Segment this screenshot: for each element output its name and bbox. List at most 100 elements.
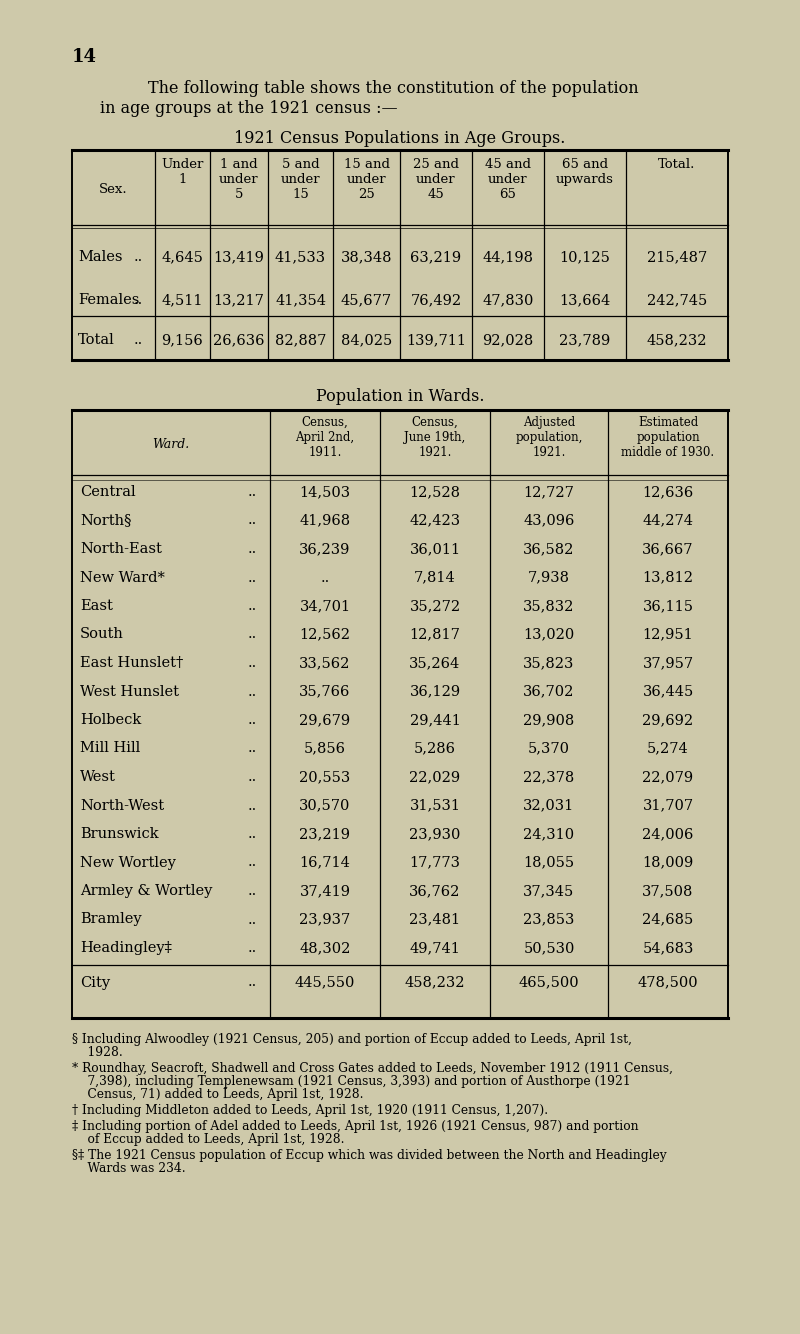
Text: ..: .. — [248, 514, 258, 527]
Text: 76,492: 76,492 — [410, 293, 462, 307]
Text: 18,009: 18,009 — [642, 855, 694, 870]
Text: 36,239: 36,239 — [299, 542, 350, 556]
Text: 32,031: 32,031 — [523, 799, 574, 812]
Text: 35,832: 35,832 — [523, 599, 574, 614]
Text: ..: .. — [248, 770, 258, 784]
Text: 35,272: 35,272 — [410, 599, 461, 614]
Text: 14,503: 14,503 — [299, 486, 350, 499]
Text: 458,232: 458,232 — [646, 334, 707, 347]
Text: 5,370: 5,370 — [528, 742, 570, 755]
Text: 13,020: 13,020 — [523, 627, 574, 642]
Text: 84,025: 84,025 — [341, 334, 392, 347]
Text: North-West: North-West — [80, 799, 164, 812]
Text: ..: .. — [248, 884, 258, 898]
Text: 23,930: 23,930 — [410, 827, 461, 840]
Text: ..: .. — [248, 855, 258, 870]
Text: North-East: North-East — [80, 542, 162, 556]
Text: 20,553: 20,553 — [299, 770, 350, 784]
Text: 5,286: 5,286 — [414, 742, 456, 755]
Text: Central: Central — [80, 486, 136, 499]
Text: 36,011: 36,011 — [410, 542, 461, 556]
Text: 215,487: 215,487 — [647, 249, 707, 264]
Text: Estimated
population
middle of 1930.: Estimated population middle of 1930. — [622, 416, 714, 459]
Text: Females: Females — [78, 293, 139, 307]
Text: 63,219: 63,219 — [410, 249, 462, 264]
Text: 24,310: 24,310 — [523, 827, 574, 840]
Text: 17,773: 17,773 — [410, 855, 461, 870]
Text: West Hunslet: West Hunslet — [80, 684, 179, 699]
Text: † Including Middleton added to Leeds, April 1st, 1920 (1911 Census, 1,207).: † Including Middleton added to Leeds, Ap… — [72, 1105, 548, 1117]
Text: 82,887: 82,887 — [275, 334, 326, 347]
Text: 12,727: 12,727 — [523, 486, 574, 499]
Text: 50,530: 50,530 — [523, 940, 574, 955]
Text: 65 and
upwards: 65 and upwards — [556, 157, 614, 185]
Text: 458,232: 458,232 — [405, 975, 466, 990]
Text: 7,938: 7,938 — [528, 571, 570, 584]
Text: 445,550: 445,550 — [295, 975, 355, 990]
Text: of Eccup added to Leeds, April 1st, 1928.: of Eccup added to Leeds, April 1st, 1928… — [72, 1133, 345, 1146]
Text: ‡ Including portion of Adel added to Leeds, April 1st, 1926 (1921 Census, 987) a: ‡ Including portion of Adel added to Lee… — [72, 1121, 638, 1133]
Text: East Hunslet†: East Hunslet† — [80, 656, 183, 670]
Text: 13,812: 13,812 — [642, 571, 694, 584]
Text: 43,096: 43,096 — [523, 514, 574, 527]
Text: 38,348: 38,348 — [341, 249, 392, 264]
Text: ..: .. — [248, 684, 258, 699]
Text: Total.: Total. — [658, 157, 696, 171]
Text: 12,528: 12,528 — [410, 486, 461, 499]
Text: Armley & Wortley: Armley & Wortley — [80, 884, 212, 898]
Text: ..: .. — [248, 542, 258, 556]
Text: 41,533: 41,533 — [275, 249, 326, 264]
Text: 48,302: 48,302 — [299, 940, 350, 955]
Text: 12,817: 12,817 — [410, 627, 461, 642]
Text: 7,398), including Templenewsam (1921 Census, 3,393) and portion of Austhorpe (19: 7,398), including Templenewsam (1921 Cen… — [72, 1075, 630, 1089]
Text: 36,445: 36,445 — [642, 684, 694, 699]
Text: Ward.: Ward. — [152, 438, 190, 451]
Text: ..: .. — [248, 912, 258, 927]
Text: The following table shows the constitution of the population: The following table shows the constituti… — [148, 80, 638, 97]
Text: 22,029: 22,029 — [410, 770, 461, 784]
Text: 24,006: 24,006 — [642, 827, 694, 840]
Text: 41,354: 41,354 — [275, 293, 326, 307]
Text: 34,701: 34,701 — [299, 599, 350, 614]
Text: * Roundhay, Seacroft, Shadwell and Cross Gates added to Leeds, November 1912 (19: * Roundhay, Seacroft, Shadwell and Cross… — [72, 1062, 673, 1075]
Text: 31,531: 31,531 — [410, 799, 461, 812]
Text: 5,856: 5,856 — [304, 742, 346, 755]
Text: ..: .. — [248, 486, 258, 499]
Text: 45 and
under
65: 45 and under 65 — [485, 157, 531, 201]
Text: 44,274: 44,274 — [642, 514, 694, 527]
Text: 478,500: 478,500 — [638, 975, 698, 990]
Text: 44,198: 44,198 — [482, 249, 534, 264]
Text: Census,
April 2nd,
1911.: Census, April 2nd, 1911. — [295, 416, 354, 459]
Text: 37,345: 37,345 — [523, 884, 574, 898]
Text: 35,766: 35,766 — [299, 684, 350, 699]
Text: 31,707: 31,707 — [642, 799, 694, 812]
Text: 36,667: 36,667 — [642, 542, 694, 556]
Text: 5,274: 5,274 — [647, 742, 689, 755]
Text: Population in Wards.: Population in Wards. — [316, 388, 484, 406]
Text: 45,677: 45,677 — [341, 293, 392, 307]
Text: 33,562: 33,562 — [299, 656, 350, 670]
Text: 47,830: 47,830 — [482, 293, 534, 307]
Text: 22,378: 22,378 — [523, 770, 574, 784]
Text: § Including Alwoodley (1921 Census, 205) and portion of Eccup added to Leeds, Ap: § Including Alwoodley (1921 Census, 205)… — [72, 1033, 632, 1046]
Text: in age groups at the 1921 census :—: in age groups at the 1921 census :— — [100, 100, 398, 117]
Text: ..: .. — [134, 293, 142, 307]
Text: 35,264: 35,264 — [410, 656, 461, 670]
Text: 12,562: 12,562 — [299, 627, 350, 642]
Text: Bramley: Bramley — [80, 912, 142, 927]
Text: 23,481: 23,481 — [410, 912, 461, 927]
Text: Brunswick: Brunswick — [80, 827, 158, 840]
Text: 92,028: 92,028 — [482, 334, 534, 347]
Text: 23,789: 23,789 — [559, 334, 610, 347]
Text: 36,115: 36,115 — [642, 599, 694, 614]
Text: South: South — [80, 627, 124, 642]
Text: 26,636: 26,636 — [214, 334, 265, 347]
Text: Wards was 234.: Wards was 234. — [72, 1162, 186, 1175]
Text: 13,419: 13,419 — [214, 249, 265, 264]
Text: ..: .. — [248, 742, 258, 755]
Text: Sex.: Sex. — [99, 183, 128, 196]
Text: Total: Total — [78, 334, 114, 347]
Text: Adjusted
population,
1921.: Adjusted population, 1921. — [515, 416, 582, 459]
Text: ..: .. — [248, 599, 258, 614]
Text: 4,645: 4,645 — [162, 249, 203, 264]
